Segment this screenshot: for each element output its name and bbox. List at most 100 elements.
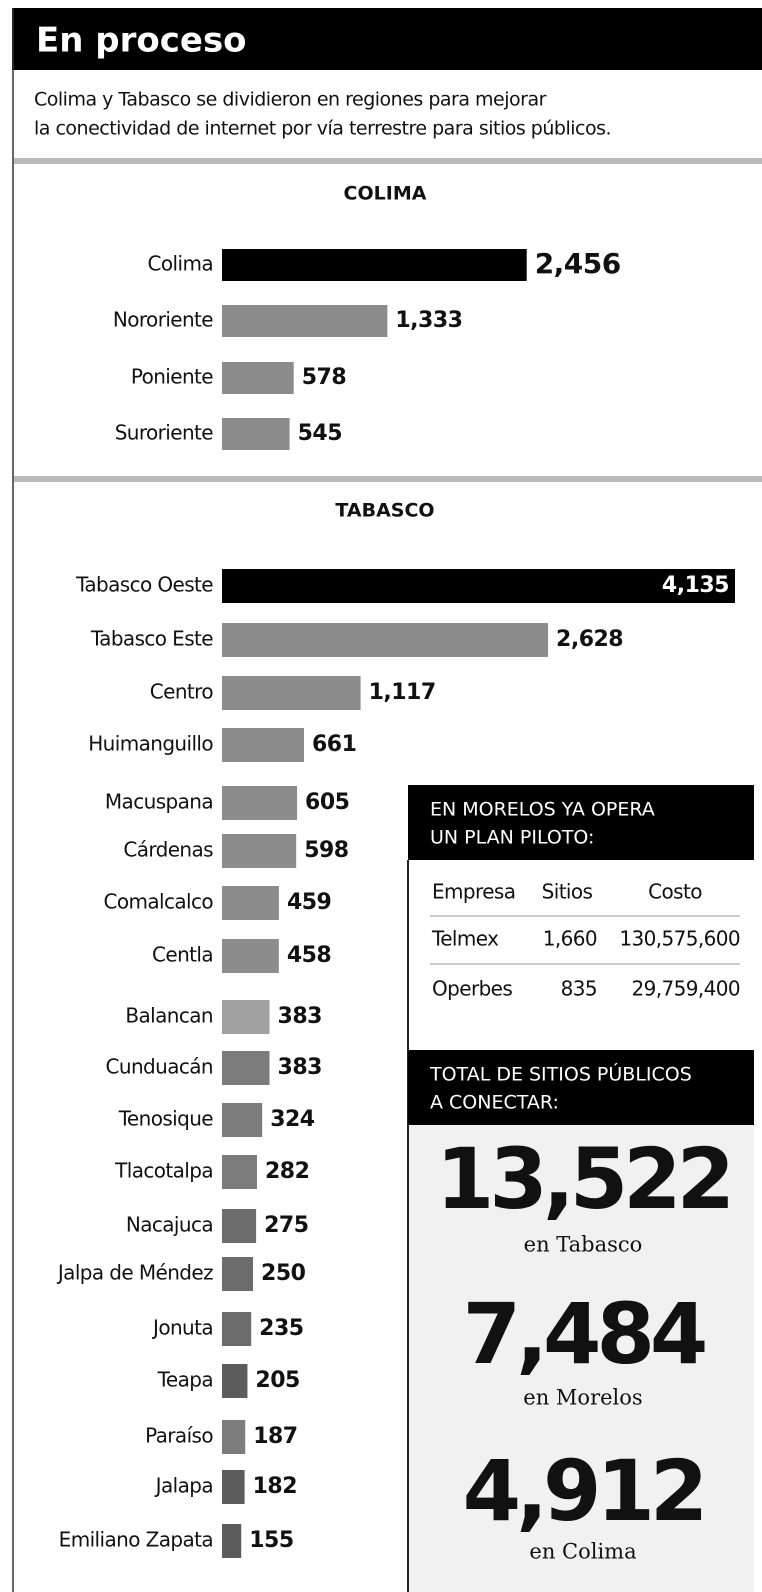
category-label: Centla	[152, 943, 213, 967]
bar	[222, 676, 361, 710]
value-label: 205	[255, 1368, 299, 1393]
category-label: Jonuta	[151, 1316, 213, 1340]
bar	[222, 623, 549, 657]
bar	[222, 1209, 257, 1243]
category-label: Cárdenas	[123, 838, 213, 862]
category-label: Centro	[150, 680, 214, 704]
table-cell: 1,660	[543, 927, 597, 951]
value-label: 459	[287, 890, 331, 915]
table-header: Empresa	[432, 880, 515, 904]
bar	[222, 1364, 248, 1398]
panel-header	[408, 785, 754, 860]
value-label: 545	[298, 421, 342, 446]
value-label: 282	[265, 1159, 309, 1184]
value-label: 598	[304, 838, 348, 863]
value-label: 250	[261, 1261, 306, 1286]
bar	[222, 728, 305, 762]
bar	[222, 1257, 254, 1291]
total-label: en Tabasco	[524, 1233, 643, 1257]
bar	[222, 886, 279, 920]
value-label: 1,117	[369, 680, 436, 705]
panel-title: UN PLAN PILOTO:	[430, 827, 594, 849]
category-label: Nororiente	[113, 308, 213, 332]
bar	[222, 249, 527, 281]
category-label: Jalpa de Méndez	[56, 1261, 213, 1285]
value-label: 383	[278, 1055, 322, 1080]
bar	[222, 786, 298, 820]
panel-background	[409, 1125, 754, 1592]
subtitle: Colima y Tabasco se dividieron en region…	[34, 89, 547, 111]
category-label: Emiliano Zapata	[59, 1528, 213, 1552]
category-label: Colima	[148, 252, 213, 276]
total-number: 4,912	[463, 1442, 704, 1540]
table-cell: 130,575,600	[619, 927, 740, 951]
bar	[222, 1312, 252, 1346]
value-label: 661	[312, 732, 356, 757]
category-label: Suroriente	[115, 421, 214, 445]
bar	[222, 1470, 245, 1504]
header-bar	[12, 8, 762, 70]
total-label: en Morelos	[523, 1386, 642, 1410]
category-label: Jalapa	[154, 1474, 213, 1498]
value-label: 187	[253, 1424, 297, 1449]
value-label: 383	[278, 1004, 322, 1029]
chart-title: COLIMA	[344, 183, 427, 205]
bar	[222, 1155, 257, 1189]
category-label: Poniente	[131, 365, 213, 389]
category-label: Teapa	[157, 1368, 213, 1392]
bar	[222, 834, 297, 868]
panel-header	[408, 1050, 754, 1125]
category-label: Paraíso	[145, 1424, 213, 1448]
subtitle: la conectividad de internet por vía terr…	[34, 118, 611, 140]
total-label: en Colima	[529, 1540, 636, 1564]
bar	[222, 418, 290, 450]
table-header: Costo	[648, 880, 702, 904]
value-label: 182	[253, 1474, 297, 1499]
bar	[222, 362, 294, 394]
value-label: 235	[259, 1316, 303, 1341]
panel-title: A CONECTAR:	[430, 1092, 559, 1114]
value-label: 605	[305, 790, 349, 815]
bar	[222, 1524, 242, 1558]
value-label: 458	[287, 943, 331, 968]
table-cell: Telmex	[431, 927, 499, 951]
category-label: Tabasco Oeste	[75, 573, 213, 597]
panel-title: EN MORELOS YA OPERA	[430, 799, 655, 821]
total-number: 13,522	[436, 1130, 730, 1228]
bar	[222, 1420, 246, 1454]
chart-title: TABASCO	[335, 500, 434, 522]
bar	[222, 1103, 263, 1137]
category-label: Macuspana	[105, 790, 213, 814]
bar	[222, 939, 279, 973]
value-label: 4,135	[662, 573, 729, 598]
category-label: Tlacotalpa	[114, 1159, 213, 1183]
value-label: 1,333	[395, 308, 462, 333]
table-cell: 29,759,400	[631, 977, 740, 1001]
value-label: 2,628	[556, 627, 623, 652]
value-label: 275	[264, 1213, 308, 1238]
divider	[14, 476, 762, 482]
category-label: Balancan	[125, 1004, 213, 1028]
bar	[222, 1051, 270, 1085]
category-label: Nacajuca	[126, 1213, 213, 1237]
bar	[222, 569, 735, 603]
category-label: Huimanguillo	[88, 732, 213, 756]
title: En proceso	[36, 21, 247, 61]
category-label: Comalcalco	[103, 890, 213, 914]
category-label: Tabasco Este	[90, 627, 213, 651]
category-label: Cunduacán	[106, 1055, 213, 1079]
table-header: Sitios	[542, 880, 593, 904]
panel-title: TOTAL DE SITIOS PÚBLICOS	[429, 1062, 692, 1086]
category-label: Tenosique	[118, 1107, 214, 1131]
value-label: 324	[270, 1107, 315, 1132]
table-cell: 835	[561, 977, 597, 1001]
value-label: 155	[249, 1528, 293, 1553]
divider	[14, 158, 762, 164]
value-label: 2,456	[535, 247, 621, 280]
bar	[222, 1000, 270, 1034]
table-cell: Operbes	[432, 977, 512, 1001]
bar	[222, 305, 388, 337]
total-number: 7,484	[463, 1285, 705, 1383]
value-label: 578	[302, 365, 346, 390]
